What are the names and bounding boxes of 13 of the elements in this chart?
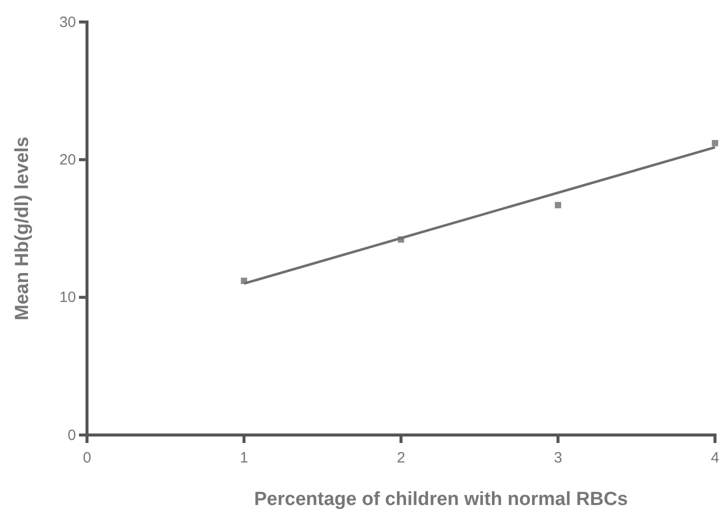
y-axis-title: Mean Hb(g/dl) levels (12, 136, 33, 320)
x-tick-label: 2 (396, 450, 406, 466)
point (712, 140, 718, 146)
point (554, 202, 562, 208)
x-tick-label: 3 (554, 450, 562, 466)
y-tick-label: 20 (59, 151, 76, 168)
x-axis-title: Percentage of children with normal RBCs (254, 489, 628, 510)
y-tick-label: 0 (68, 426, 76, 444)
x-tick-label: 1 (240, 450, 248, 466)
x-tick-label: 0 (82, 450, 92, 466)
y-tick-label: 10 (59, 289, 76, 306)
y-tick-label: 30 (59, 14, 76, 31)
x-tick-label: 4 (710, 450, 720, 466)
